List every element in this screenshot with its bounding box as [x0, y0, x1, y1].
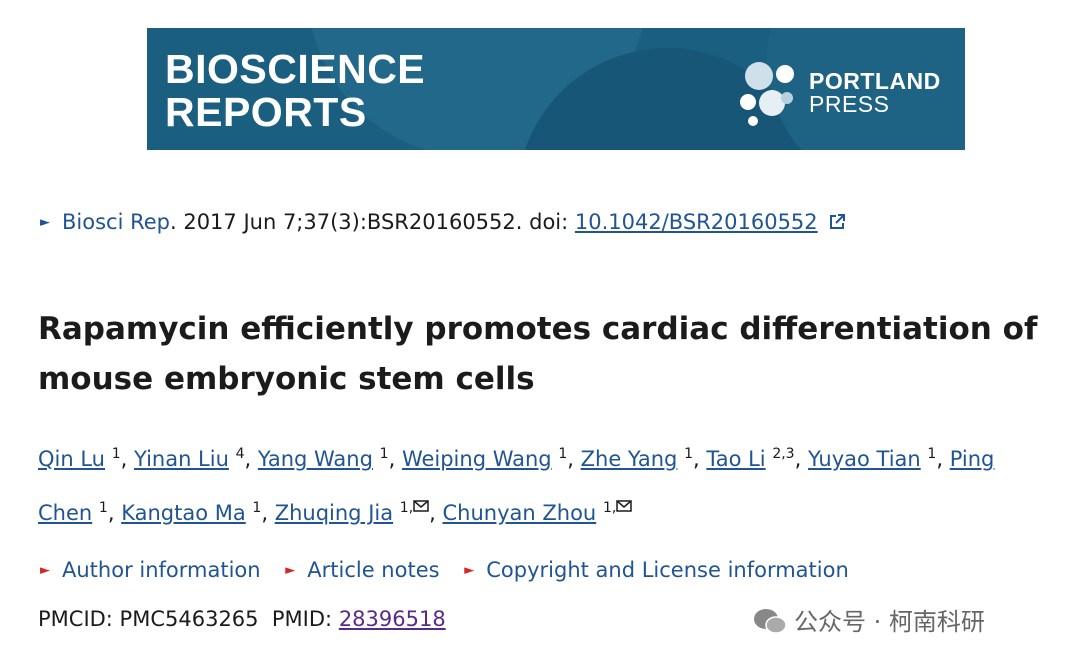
expand-triangle: ► — [40, 215, 50, 230]
affiliation: 1 — [379, 446, 389, 462]
affiliation: 1 — [98, 500, 108, 516]
doi-link[interactable]: 10.1042/BSR20160552 — [574, 210, 818, 234]
mail-icon[interactable] — [616, 500, 633, 512]
author-link[interactable]: Yang Wang — [257, 447, 373, 471]
info-link[interactable]: Article notes — [307, 558, 440, 582]
affiliation: 1 — [111, 446, 121, 462]
author-delimiter: , — [936, 447, 944, 471]
author-link[interactable]: Yuyao Tian — [807, 447, 921, 471]
author-delimiter: , — [244, 447, 252, 471]
journal-name: BIOSCIENCE — [165, 46, 426, 92]
author-link[interactable]: Chunyan Zhou — [442, 501, 597, 525]
affiliation: 1 — [252, 500, 262, 516]
banner-shapes — [311, 28, 965, 150]
pmid-link[interactable]: 28396518 — [338, 607, 446, 631]
author-delimiter: , — [692, 447, 700, 471]
author-link[interactable]: Weiping Wang — [401, 447, 552, 471]
expand-triangle: ► — [464, 563, 475, 578]
author-delimiter: , — [107, 501, 115, 525]
author-delimiter: , — [794, 447, 802, 471]
author-link[interactable]: Tao Li — [706, 447, 766, 471]
publisher-name: PORTLAND — [809, 68, 941, 94]
pmid-label: PMID: — [271, 607, 333, 631]
journal-banner: BIOSCIENCE REPORTS PORTLAND PRESS — [147, 28, 965, 150]
affiliation: 1 — [558, 446, 568, 462]
affiliation: 1, — [602, 500, 617, 516]
author-link[interactable]: Kangtao Ma — [121, 501, 246, 525]
article-title: Rapamycin efficiently promotes cardiac d… — [38, 311, 1038, 397]
publisher-name: PRESS — [809, 91, 890, 117]
info-links: ► Author information ► Article notes ► Copy… — [40, 558, 867, 582]
affiliation: 1 — [684, 446, 693, 462]
journal-link[interactable]: Biosci Rep — [62, 210, 170, 234]
info-link[interactable]: Author information — [62, 558, 261, 582]
author-link[interactable]: Zhe Yang — [580, 447, 678, 471]
affiliation: 1 — [927, 446, 937, 462]
expand-triangle: ► — [40, 563, 50, 578]
author-delimiter: , — [388, 447, 396, 471]
info-link[interactable]: Copyright and License information — [486, 558, 849, 582]
author-delimiter: , — [261, 501, 269, 525]
watermark: 公众号 · 柯南科研 — [752, 602, 985, 637]
citation-details: . 2017 Jun 7;37(3):BSR20160552. doi: — [169, 210, 575, 234]
author-link[interactable]: Ping Chen — [38, 447, 995, 525]
journal-name: REPORTS — [165, 89, 367, 135]
watermark-text: 公众号 · 柯南科研 — [794, 608, 985, 636]
author-link[interactable]: Qin Lu — [38, 447, 105, 471]
author-delimiter: , — [567, 447, 574, 471]
affiliation: 1, — [399, 500, 414, 516]
wechat-icon — [754, 609, 787, 634]
affiliation: 2,3 — [772, 446, 795, 462]
external-link-icon — [830, 214, 846, 229]
author-link[interactable]: Yinan Liu — [133, 447, 229, 471]
expand-triangle: ► — [285, 563, 296, 578]
author-list: Qin Lu 1, Yinan Liu 4, Yang Wang 1, Weip… — [38, 430, 1063, 538]
article-ids: PMCID: PMC5463265 PMID: 28396518 — [38, 607, 446, 631]
citation: ► Biosci Rep. 2017 Jun 7;37(3):BSR2016055… — [40, 210, 846, 234]
author-delimiter: , — [429, 501, 436, 525]
affiliation: 4 — [235, 446, 245, 462]
author-delimiter: , — [120, 447, 128, 471]
pmcid: PMCID: PMC5463265 — [38, 607, 259, 631]
author-link[interactable]: Zhuqing Jia — [274, 501, 394, 525]
mail-icon[interactable] — [413, 500, 429, 512]
